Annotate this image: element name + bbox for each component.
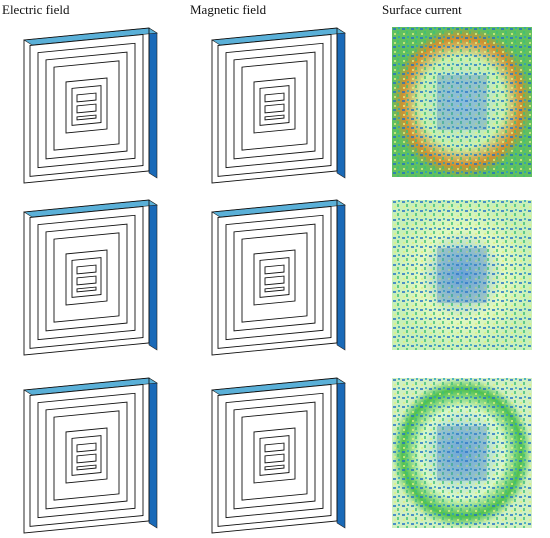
column-title: Surface current: [382, 2, 462, 17]
magnetic-field-panel: [211, 377, 346, 534]
column-title: Electric field: [2, 2, 70, 17]
magnetic-field-panel: [211, 199, 346, 356]
surface-current-panel: [392, 27, 532, 177]
surface-current-panel: [392, 378, 532, 528]
electric-field-panel: [23, 377, 158, 534]
electric-field-panel: [23, 27, 158, 184]
electric-field-panel: [23, 199, 158, 356]
surface-current-panel: [392, 200, 532, 350]
magnetic-field-panel: [211, 27, 346, 184]
column-title: Magnetic field: [190, 2, 267, 17]
